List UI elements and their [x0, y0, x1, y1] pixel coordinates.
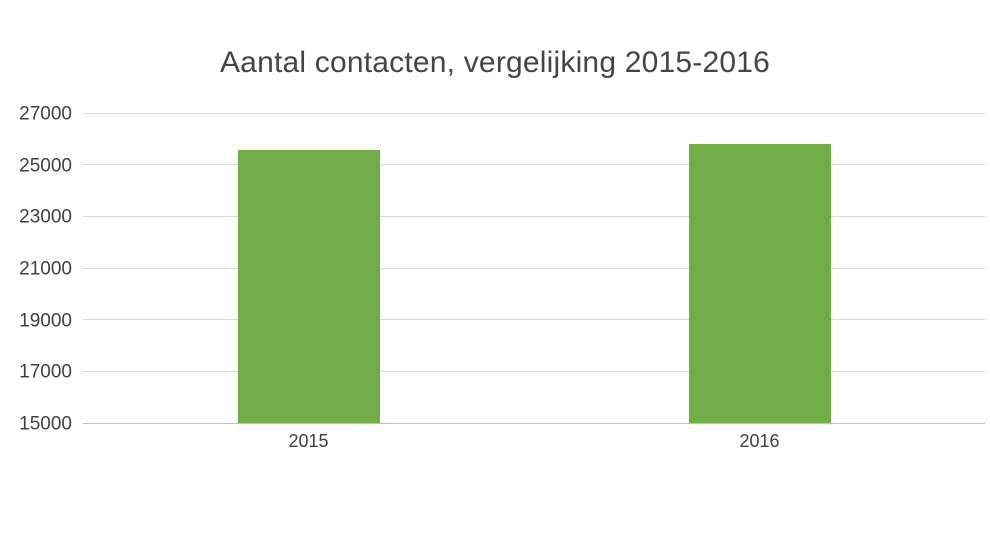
gridline [83, 370, 985, 372]
x-tick-label: 2015 [288, 431, 329, 451]
bar-2016 [688, 144, 831, 423]
x-axis-labels: 2015 2016 [83, 431, 985, 455]
gridline [83, 164, 985, 166]
y-tick-label: 25000 [19, 155, 72, 177]
gridline [83, 215, 985, 217]
y-tick-label: 17000 [19, 361, 72, 383]
gridline [83, 319, 985, 321]
y-tick-label: 27000 [19, 103, 72, 125]
plot-area [83, 112, 985, 424]
x-tick-label: 2016 [739, 431, 780, 451]
bar-2015 [237, 150, 380, 423]
gridline [83, 267, 985, 269]
y-axis: 15000 17000 19000 21000 23000 25000 27000 [0, 105, 72, 434]
chart-title: Aantal contacten, vergelijking 2015-2016 [219, 46, 771, 79]
y-tick-label: 21000 [19, 258, 72, 280]
y-tick-label: 19000 [19, 310, 72, 332]
gridline [83, 112, 985, 114]
x-axis-line [83, 422, 985, 424]
y-tick-label: 15000 [19, 413, 72, 435]
y-tick-label: 23000 [19, 206, 72, 228]
